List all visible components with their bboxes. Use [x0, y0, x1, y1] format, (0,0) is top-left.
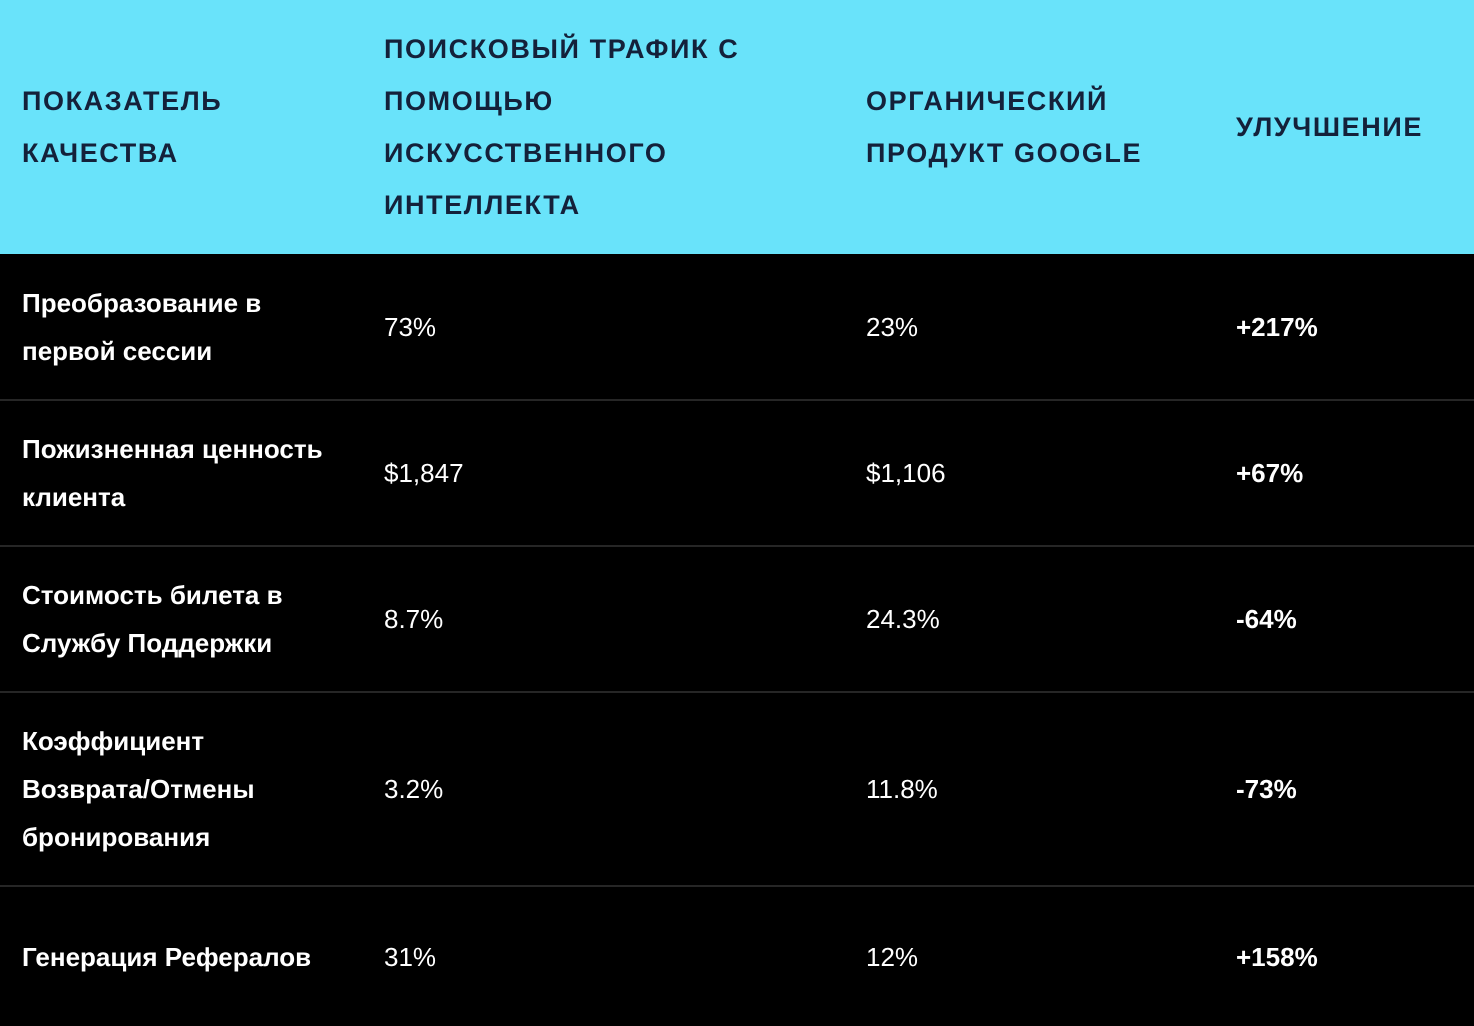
value-cell: 31%: [384, 941, 437, 972]
value-cell: +217%: [1236, 311, 1318, 342]
header-cell: ПОКАЗАТЕЛЬ КАЧЕСТВА: [22, 86, 223, 168]
table-row: Стоимость билета в Службу Поддержки 8.7% 2…: [0, 546, 1474, 692]
header-cell: ОРГАНИЧЕСКИЙ ПРОДУКТ GOOGLE: [866, 86, 1143, 168]
value-cell: +158%: [1236, 941, 1318, 972]
table-row: Пожизненная ценность клиента $1,847 $1,106…: [0, 400, 1474, 546]
value-cell: 12%: [866, 941, 919, 972]
value-cell: 24.3%: [866, 604, 940, 634]
metric-cell: Стоимость билета в Службу Поддержки: [22, 580, 283, 658]
table-row: Коэффициент Возврата/Отмены бронирования…: [0, 692, 1474, 886]
header-cell: УЛУЧШЕНИЕ: [1236, 112, 1423, 142]
value-cell: 11.8%: [866, 774, 938, 804]
value-cell: -73%: [1236, 774, 1297, 804]
header-cell: ПОИСКОВЫЙ ТРАФИК С ПОМОЩЬЮ ИСКУССТВЕННОГ…: [384, 34, 740, 220]
metric-cell: Генерация Рефералов: [22, 941, 312, 972]
value-cell: 8.7%: [384, 604, 444, 634]
value-cell: -64%: [1236, 604, 1297, 634]
value-cell: 3.2%: [384, 774, 444, 804]
table-header: ПОКАЗАТЕЛЬ КАЧЕСТВА ПОИСКОВЫЙ ТРАФИК С ПО…: [0, 0, 1474, 254]
value-cell: 73%: [384, 311, 437, 342]
value-cell: $1,106: [866, 458, 946, 488]
value-cell: +67%: [1236, 458, 1304, 488]
metric-cell: Преобразование в первой сессии: [22, 287, 262, 366]
table-row: Генерация Рефералов 31% 12% +158%: [0, 886, 1474, 1026]
value-cell: 23%: [866, 311, 919, 342]
table-row: Преобразование в первой сессии 73% 23% +217…: [0, 254, 1474, 400]
metric-cell: Коэффициент Возврата/Отмены бронирования: [22, 726, 255, 852]
value-cell: $1,847: [384, 458, 464, 488]
table-body: Преобразование в первой сессии 73% 23% +217…: [0, 254, 1474, 1026]
metric-cell: Пожизненная ценность клиента: [22, 434, 323, 512]
header-row: ПОКАЗАТЕЛЬ КАЧЕСТВА ПОИСКОВЫЙ ТРАФИК С ПО…: [0, 0, 1474, 254]
